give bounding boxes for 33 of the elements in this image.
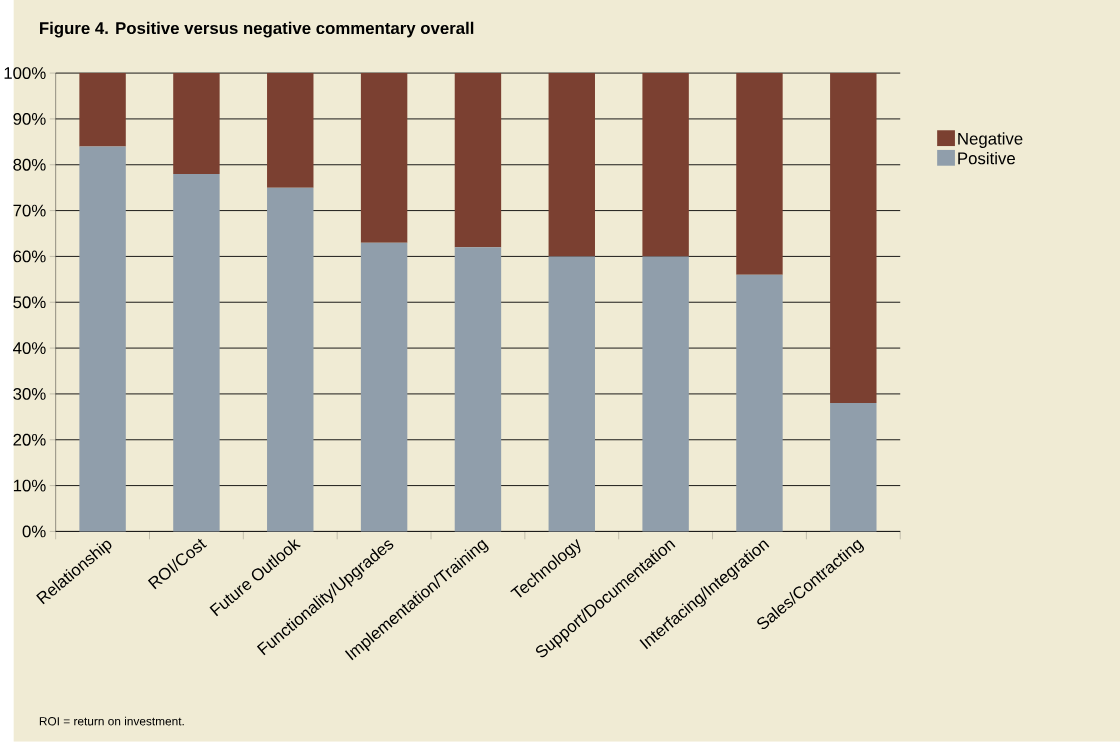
bar [173,174,220,532]
legend-label: Negative [958,132,1023,149]
legend-label: Positive [958,152,1015,165]
y-tick-label: 100% [4,67,46,80]
bar [548,256,595,532]
y-tick-label: 40% [13,342,46,355]
bar [642,256,689,532]
bar [454,73,502,248]
y-tick-label: 70% [13,204,46,217]
bar [360,242,408,532]
y-tick-label: 10% [13,479,46,492]
text: ROI = return on investment. [39,716,184,726]
y-tick-label: 90% [13,113,46,125]
bar [548,73,595,257]
y-tick-label: 50% [13,296,46,309]
y-tick-label: 20% [13,433,46,446]
y-tick-label: 60% [13,250,46,263]
bar [642,73,689,257]
bar [79,146,126,532]
bar [736,274,783,532]
bar [830,73,877,404]
bar [454,247,502,532]
bar [267,73,314,188]
bar [736,73,783,275]
bar [360,73,408,243]
chart-title: Figure 4. Positive versus negative commentary overall [40,21,474,38]
bar [830,403,877,532]
y-tick-label: 30% [13,388,46,400]
bar [173,73,220,175]
y-tick-label: 80% [13,158,46,171]
y-tick-label: 0% [22,525,46,538]
bar [79,73,126,147]
bar [267,187,314,532]
